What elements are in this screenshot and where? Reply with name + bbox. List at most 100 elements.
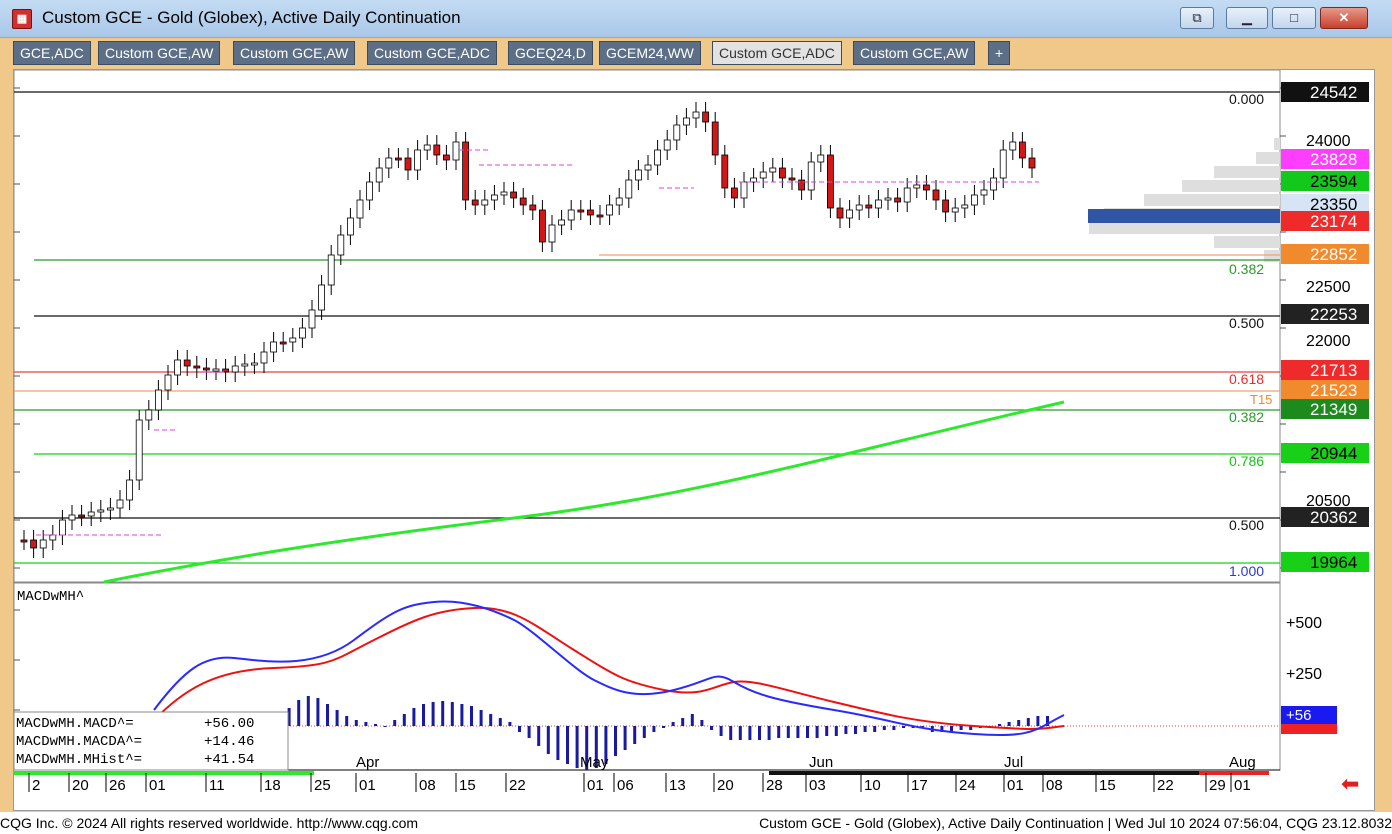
moving-average-line <box>103 400 1065 584</box>
price-pane[interactable] <box>13 69 1281 583</box>
candle-body <box>855 204 863 211</box>
status-bar: CQG Inc. © 2024 All rights reserved worl… <box>0 812 1392 834</box>
macd-hist-bar <box>1007 722 1011 726</box>
day-label: 22 <box>1157 777 1174 794</box>
day-label: 26 <box>109 777 126 794</box>
macd-hist-bar <box>777 726 781 738</box>
macd-hist-bar <box>546 726 550 754</box>
candle-body <box>587 209 594 216</box>
macd-hist-bar <box>470 706 473 726</box>
link-icon[interactable]: ⧉ <box>1180 7 1214 29</box>
candle-body <box>884 197 892 201</box>
candle-body <box>394 157 402 161</box>
macd-hist-bar <box>729 726 733 740</box>
tab-gcem24-ww[interactable]: GCEM24,WW <box>599 41 701 65</box>
chart-area[interactable]: 0.000 0.382 0.500 0.618 T15 0.382 0.786 … <box>13 69 1375 811</box>
macd-signal-line <box>153 606 1065 730</box>
price-chart[interactable]: 0.000 0.382 0.500 0.618 T15 0.382 0.786 … <box>13 69 1376 812</box>
macd-hist-bar <box>1036 716 1040 726</box>
add-tab-button[interactable]: + <box>988 41 1011 65</box>
day-label: 17 <box>911 777 928 794</box>
tab-custom-gce-aw-3[interactable]: Custom GCE,AW <box>853 41 976 65</box>
volume-profile-bar <box>1214 166 1280 178</box>
candle-body <box>903 187 911 203</box>
candle-body <box>673 124 681 141</box>
candle-body <box>404 157 412 171</box>
price-axis-label: 22500 <box>1306 279 1351 296</box>
price-axis-label: 20500 <box>1306 493 1351 510</box>
macd-hist-bar <box>287 708 291 726</box>
candle-body <box>635 169 642 181</box>
minimize-button[interactable]: ▁ <box>1226 7 1268 29</box>
title-bar[interactable]: ▦ Custom GCE - Gold (Globex), Active Dai… <box>0 0 1392 38</box>
candle-body <box>750 177 757 183</box>
tab-gce-adc[interactable]: GCE,ADC <box>13 41 91 65</box>
macd-hist-bar <box>681 718 685 726</box>
poc-bar <box>1088 209 1280 223</box>
macd-hist-bar <box>1026 718 1030 726</box>
candle-body <box>836 207 844 219</box>
macd-hist-bar <box>834 726 838 736</box>
macd-hist-bar <box>854 726 857 734</box>
price-tag <box>1281 171 1369 191</box>
price-tag-label: 20944 <box>1310 444 1357 463</box>
candle-body <box>1028 157 1036 169</box>
macd-hist-bar <box>940 726 944 732</box>
macd-hist-bar <box>652 726 656 732</box>
price-tag <box>1281 244 1369 264</box>
day-label: 24 <box>959 777 976 794</box>
fib-label: 0.382 <box>1229 261 1264 277</box>
macd-hist-bar <box>633 726 637 744</box>
day-label: 22 <box>509 777 526 794</box>
macd-hist-bar <box>306 696 310 726</box>
volume-profile-bar <box>1214 236 1280 248</box>
close-button[interactable]: ✕ <box>1320 7 1368 29</box>
price-tag <box>1281 399 1369 419</box>
macd-title: MACDwMH^ <box>17 589 84 605</box>
candle-body <box>875 199 882 209</box>
candle-body <box>78 514 85 518</box>
scroll-right-arrow-icon[interactable]: ⬅ <box>1341 771 1359 796</box>
candle-body <box>721 154 729 189</box>
macd-hist-bar <box>575 726 579 768</box>
volume-profile-bar <box>1182 180 1280 192</box>
macd-hist-bar <box>537 726 541 746</box>
price-tag-label: 23594 <box>1310 172 1357 191</box>
tab-custom-gce-adc-active[interactable]: Custom GCE,ADC <box>712 41 842 65</box>
candle-body <box>174 359 182 376</box>
macd-hist-bar <box>1017 720 1021 726</box>
price-tag <box>1281 380 1369 400</box>
macd-hist-bar <box>393 720 397 726</box>
price-tag <box>1281 360 1369 380</box>
candle-body <box>942 199 949 213</box>
candle-body <box>433 144 441 156</box>
macd-hist-bar <box>710 726 713 730</box>
day-label: 2 <box>32 777 40 794</box>
macd-hist-bar <box>527 726 531 738</box>
tab-gceq24-d[interactable]: GCEQ24,D <box>508 41 593 65</box>
price-tag <box>1281 82 1369 102</box>
volume-profile-bar <box>1144 194 1280 206</box>
day-label: 08 <box>1046 777 1063 794</box>
macd-hist-bar <box>460 704 464 726</box>
tab-custom-gce-aw[interactable]: Custom GCE,AW <box>98 41 221 65</box>
volume-profile <box>1088 138 1280 262</box>
macd-hist-bar <box>335 710 339 726</box>
candle-body <box>107 507 114 511</box>
candle-body <box>135 419 143 481</box>
copyright-text: CQG Inc. © 2024 All rights reserved worl… <box>0 815 419 831</box>
fib-label: 0.500 <box>1229 517 1264 533</box>
candle-body <box>126 479 133 501</box>
tab-custom-gce-aw-2[interactable]: Custom GCE,AW <box>233 41 356 65</box>
macd-hist-bar <box>662 726 665 728</box>
tab-custom-gce-adc[interactable]: Custom GCE,ADC <box>367 41 497 65</box>
candlesticks[interactable] <box>20 102 1039 558</box>
macd-line <box>153 600 1065 737</box>
candle-body <box>558 219 565 226</box>
candle-body <box>788 177 796 181</box>
candle-body <box>731 187 738 199</box>
price-tag <box>1281 304 1369 324</box>
maximize-button[interactable]: □ <box>1272 7 1316 29</box>
time-scroll-black <box>769 771 1199 775</box>
